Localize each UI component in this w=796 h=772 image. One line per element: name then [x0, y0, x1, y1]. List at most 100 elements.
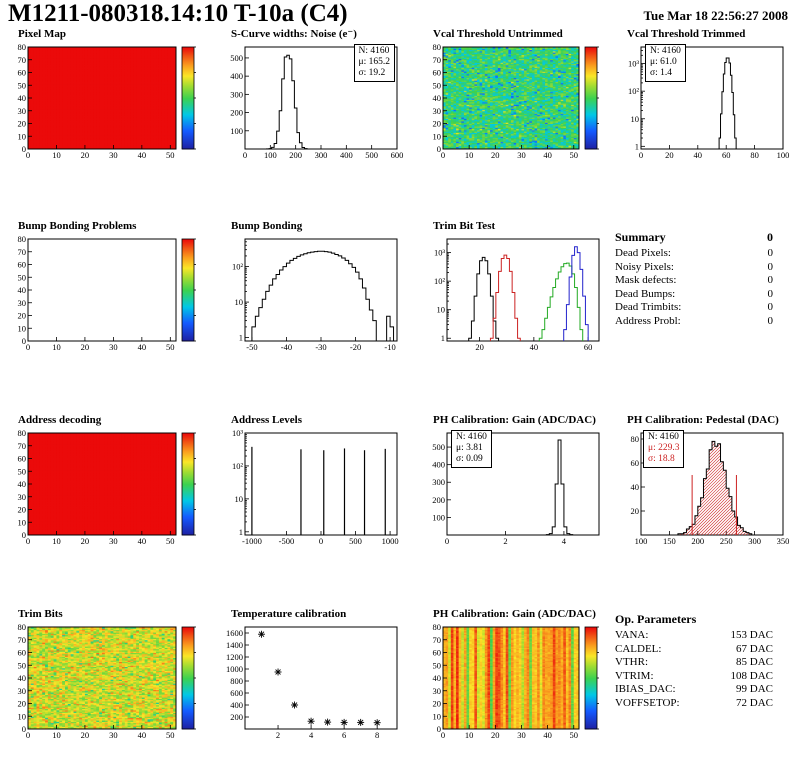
panel-bump-problems: Bump Bonding Problems	[6, 220, 210, 357]
plot-title: PH Calibration: Gain (ADC/DAC)	[433, 608, 596, 620]
op-parameters-header: Op. Parameters	[615, 612, 773, 626]
pixel-map-plot	[6, 41, 210, 165]
row-value: 0	[767, 247, 774, 259]
panel-ph-gain-map: PH Calibration: Gain (ADC/DAC)	[421, 608, 613, 745]
plot-title: Bump Bonding	[231, 220, 303, 232]
op-parameters-title: Op. Parameters	[615, 612, 697, 626]
plot-title: Vcal Threshold Untrimmed	[433, 28, 563, 40]
plot-title: PH Calibration: Pedestal (DAC)	[627, 414, 779, 426]
row-value: 99 DAC	[736, 683, 773, 695]
stat-sigma: σ: 1.4	[650, 68, 673, 78]
row-label: VTRIM:	[615, 669, 654, 682]
row-value: 67 DAC	[736, 642, 773, 655]
vcal-untrimmed-plot	[421, 41, 613, 165]
row-label: CALDEL:	[615, 642, 662, 655]
row-value: 108 DAC	[730, 669, 773, 682]
row-label: Mask defects:	[615, 274, 677, 286]
summary-row: Address Probl: 0	[615, 315, 773, 329]
row-label: IBIAS_DAC:	[615, 683, 676, 695]
plot-title: Trim Bit Test	[433, 220, 496, 232]
plot-title: Pixel Map	[18, 28, 66, 40]
summary-row: Mask defects: 0	[615, 274, 773, 288]
plot-title: Bump Bonding Problems	[18, 220, 137, 232]
op-parameter-row: VANA: 153 DAC	[615, 629, 773, 643]
vcal-trimmed-plot	[615, 41, 791, 165]
plot-title: S-Curve widths: Noise (e⁻)	[231, 28, 357, 40]
plot-title: Address decoding	[18, 414, 102, 426]
panel-vcal-trimmed: Vcal Threshold Trimmed N: 4160 μ: 61.0 σ…	[615, 28, 791, 165]
panel-pixel-map: Pixel Map	[6, 28, 210, 165]
ph-pedestal-plot	[615, 427, 791, 551]
panel-address-levels: Address Levels	[219, 414, 405, 551]
stats-box: N: 4160 μ: 3.81 σ: 0.09	[451, 430, 492, 468]
row-label: Address Probl:	[615, 314, 681, 327]
plot-title: Vcal Threshold Trimmed	[627, 28, 746, 40]
summary-total: 0	[767, 230, 773, 244]
stat-sigma: σ: 19.2	[358, 68, 386, 78]
stats-box: N: 4160 μ: 165.2 σ: 19.2	[353, 44, 395, 82]
temp-calibration-plot	[219, 621, 405, 745]
summary-row: Dead Trimbits: 0	[615, 301, 773, 315]
summary-row: Dead Bumps: 0	[615, 288, 773, 302]
panel-ph-gain: PH Calibration: Gain (ADC/DAC) N: 4160 μ…	[421, 414, 607, 551]
address-levels-plot	[219, 427, 405, 551]
row-label: VOFFSETOP:	[615, 696, 680, 709]
row-label: Dead Bumps:	[615, 287, 676, 300]
op-parameter-row: VTRIM: 108 DAC	[615, 670, 773, 684]
row-value: 0	[767, 287, 774, 300]
op-parameter-row: IBIAS_DAC: 99 DAC	[615, 683, 773, 697]
summary-title: Summary	[615, 230, 666, 244]
stat-n: N: 4160	[456, 432, 487, 442]
row-value: 0	[767, 301, 774, 313]
summary-row: Noisy Pixels: 0	[615, 261, 773, 275]
stat-mean: μ: 3.81	[456, 443, 483, 453]
address-decoding-plot	[6, 427, 210, 551]
row-value: 153 DAC	[730, 629, 773, 641]
summary-row: Dead Pixels: 0	[615, 247, 773, 261]
op-parameter-row: VOFFSETOP: 72 DAC	[615, 697, 773, 711]
panel-ph-pedestal: PH Calibration: Pedestal (DAC) N: 4160 μ…	[615, 414, 791, 551]
plot-title: Trim Bits	[18, 608, 63, 620]
panel-trim-bits: Trim Bits	[6, 608, 210, 745]
row-value: 85 DAC	[736, 656, 773, 668]
ph-gain-map-plot	[421, 621, 613, 745]
stat-mean: μ: 165.2	[358, 57, 390, 67]
panel-op-parameters: Op. Parameters VANA: 153 DAC CALDEL: 67 DA…	[615, 612, 773, 710]
op-parameter-row: CALDEL: 67 DAC	[615, 643, 773, 657]
plot-title: Temperature calibration	[231, 608, 347, 620]
ph-gain-plot	[421, 427, 607, 551]
panel-vcal-untrimmed: Vcal Threshold Untrimmed	[421, 28, 613, 165]
row-value: 0	[767, 260, 774, 273]
stat-n: N: 4160	[358, 46, 390, 56]
op-parameter-row: VTHR: 85 DAC	[615, 656, 773, 670]
timestamp: Tue Mar 18 22:56:27 2008	[643, 8, 788, 23]
stat-n: N: 4160	[648, 432, 679, 442]
stat-sigma: σ: 18.8	[648, 454, 675, 464]
row-label: Dead Pixels:	[615, 247, 671, 259]
bump-problems-plot	[6, 233, 210, 357]
page-title: M1211-080318.14:10 T-10a (C4)	[8, 0, 348, 27]
row-label: VANA:	[615, 629, 649, 641]
panel-temp-calibration: Temperature calibration	[219, 608, 405, 745]
panel-summary: Summary 0 Dead Pixels: 0 Noisy Pixels: 0 M…	[615, 230, 773, 328]
stats-box: N: 4160 μ: 61.0 σ: 1.4	[645, 44, 686, 82]
row-label: Noisy Pixels:	[615, 260, 674, 273]
summary-header: Summary 0	[615, 230, 773, 244]
panel-address-decoding: Address decoding	[6, 414, 210, 551]
trim-bit-test-plot	[421, 233, 607, 357]
row-value: 72 DAC	[736, 696, 773, 709]
row-label: Dead Trimbits:	[615, 301, 682, 313]
row-label: VTHR:	[615, 656, 648, 668]
stat-mean: μ: 229.3	[648, 443, 680, 453]
panel-bump-bonding: Bump Bonding	[219, 220, 405, 357]
panel-trim-bit-test: Trim Bit Test	[421, 220, 607, 357]
trim-bits-plot	[6, 621, 210, 745]
stats-box: N: 4160 μ: 229.3 σ: 18.8	[643, 430, 685, 468]
stat-sigma: σ: 0.09	[456, 454, 483, 464]
row-value: 0	[767, 274, 774, 286]
plot-title: PH Calibration: Gain (ADC/DAC)	[433, 414, 596, 426]
row-value: 0	[767, 314, 774, 327]
stat-mean: μ: 61.0	[650, 57, 677, 67]
stat-n: N: 4160	[650, 46, 681, 56]
